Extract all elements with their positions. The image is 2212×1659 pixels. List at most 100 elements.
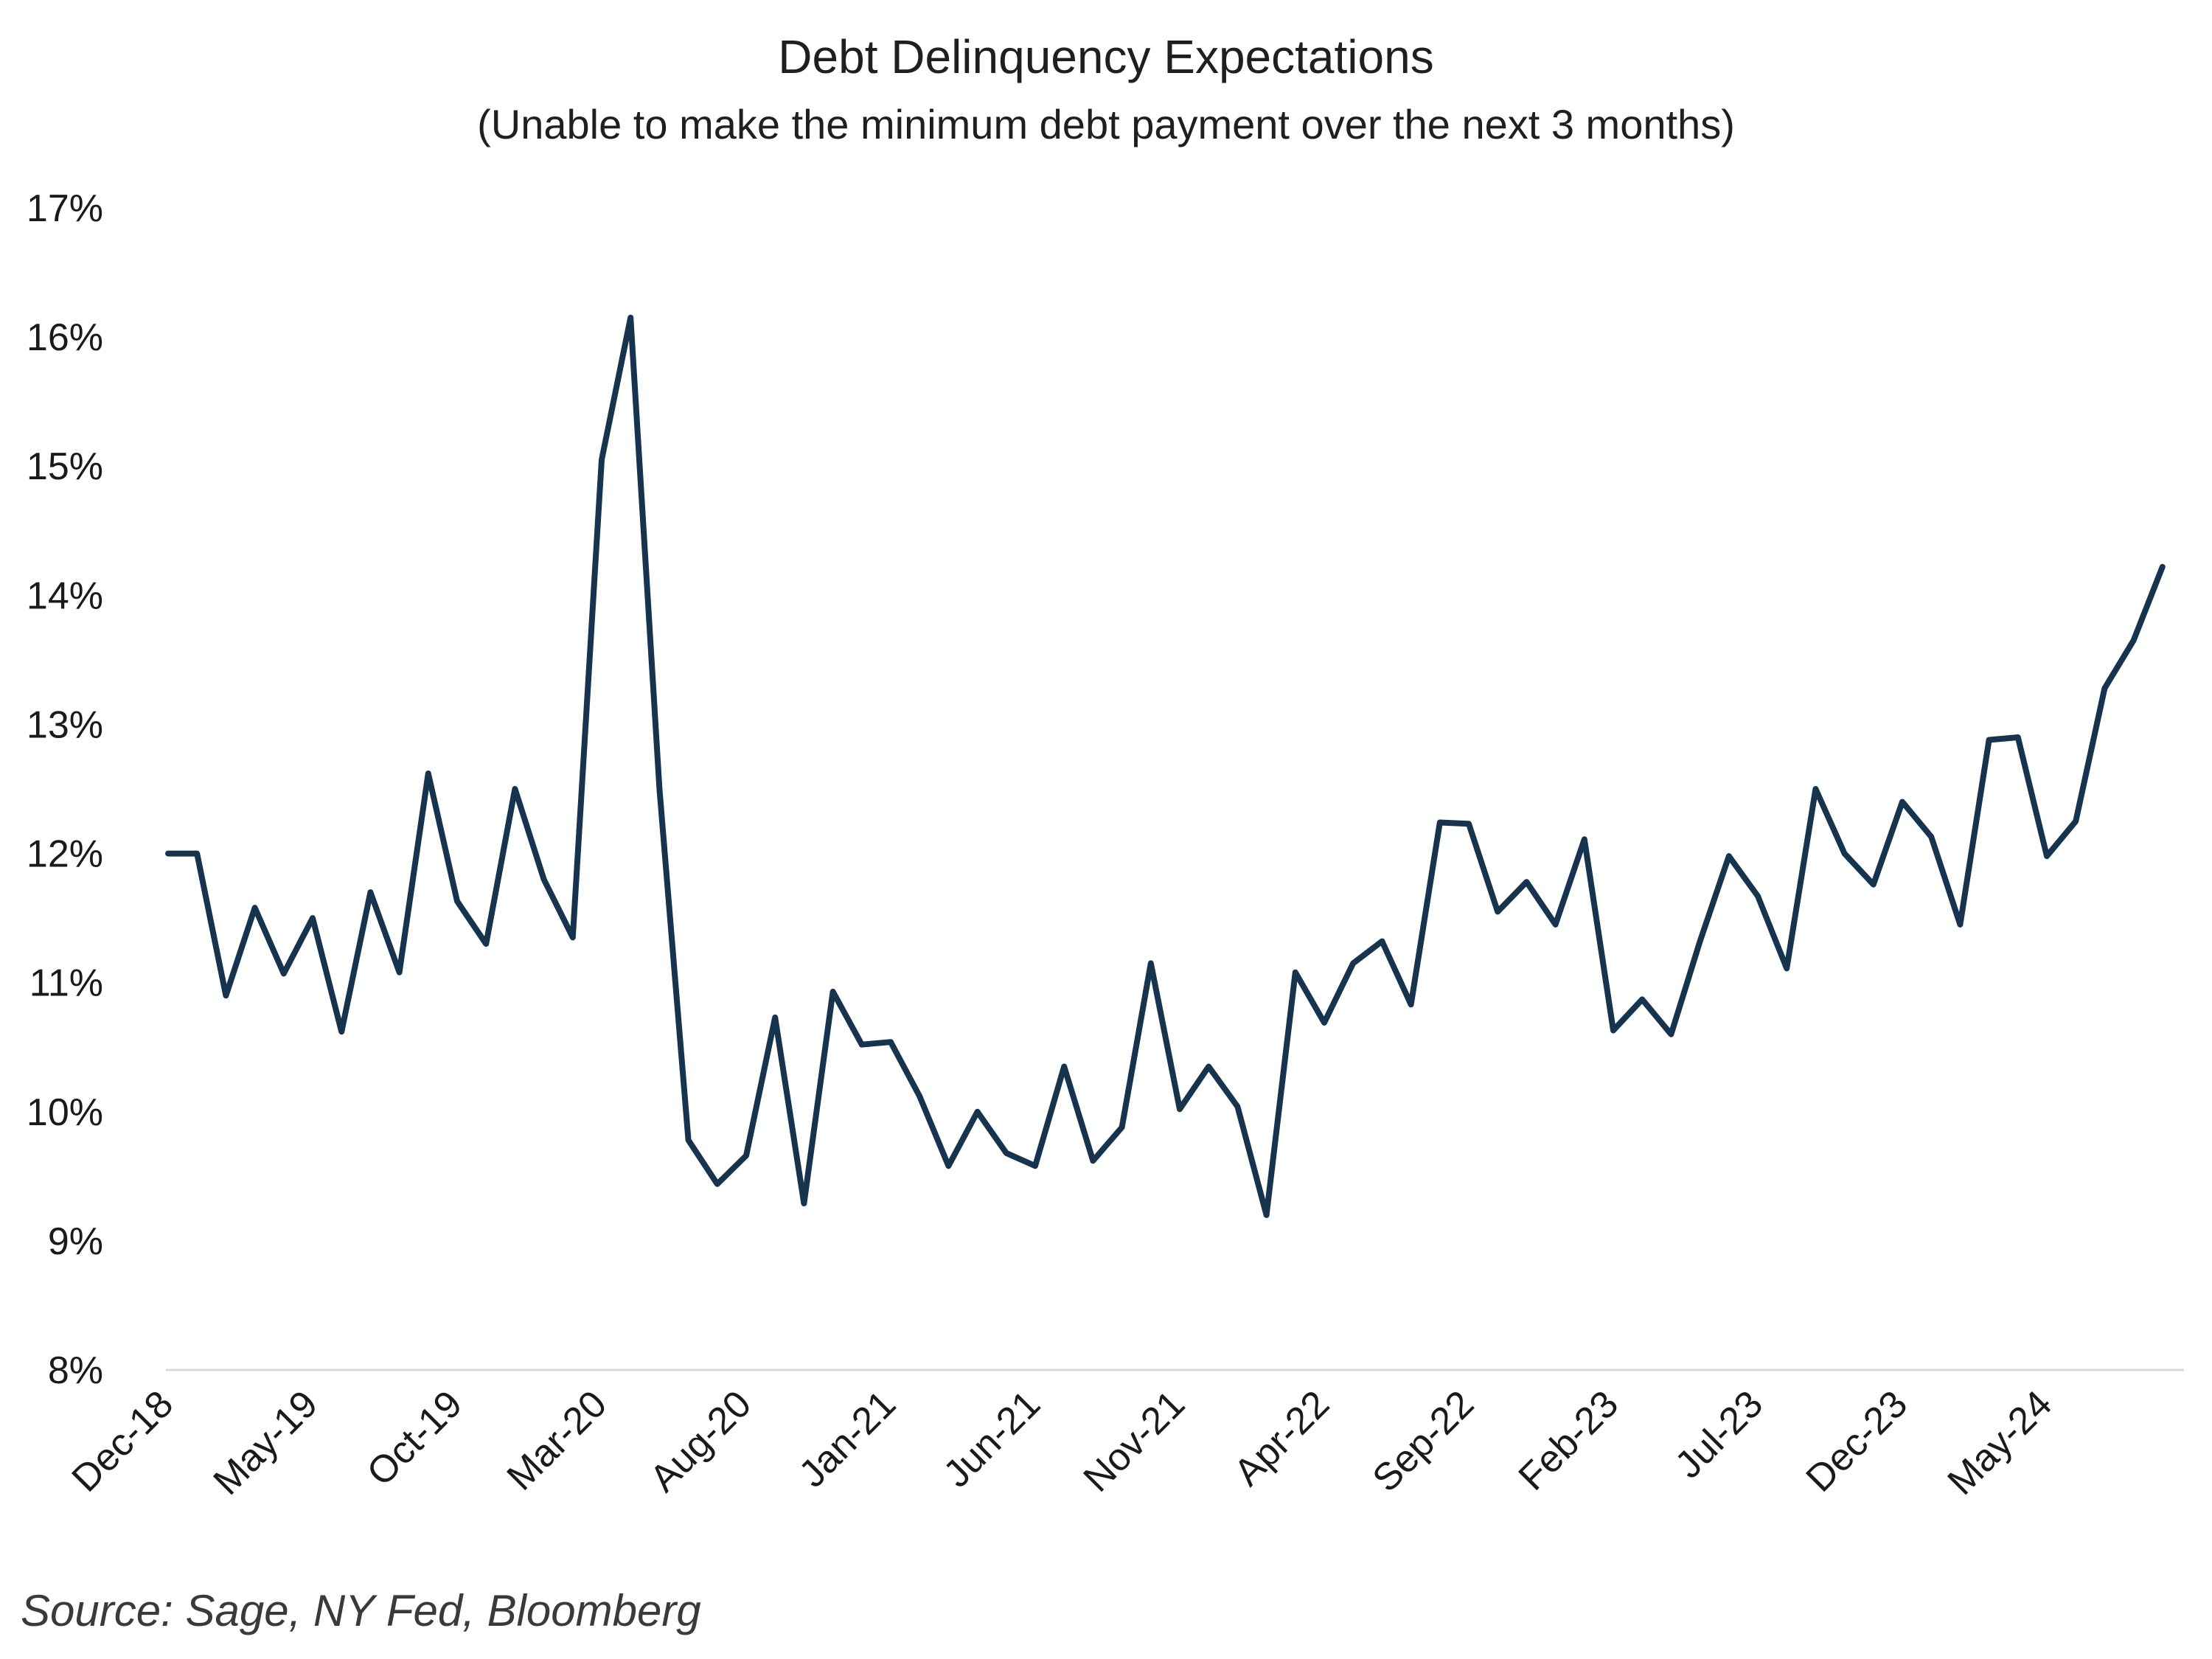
x-tick-label: Apr-22: [1226, 1382, 1338, 1494]
data-point: [1553, 922, 1559, 928]
x-axis: Dec-18 May-19 Oct-19 Mar-20 Aug-20 Jan-21 Jun-…: [64, 1382, 2061, 1503]
y-tick-label: 17%: [27, 187, 103, 230]
data-point: [1582, 836, 1587, 842]
x-tick-label: Mar-20: [499, 1382, 615, 1498]
y-tick-label: 16%: [27, 316, 103, 359]
data-point: [1523, 879, 1529, 885]
data-point: [1379, 939, 1385, 945]
y-tick-label: 9%: [48, 1220, 103, 1263]
data-point: [627, 315, 633, 321]
data-point: [1090, 1158, 1096, 1164]
data-point: [1755, 893, 1761, 899]
data-point: [1495, 908, 1500, 914]
x-tick-label: Aug-20: [642, 1382, 760, 1500]
data-point: [165, 851, 171, 857]
y-axis: 8% 9% 10% 11% 12% 13% 14% 15% 16% 17%: [27, 187, 103, 1392]
data-point: [1812, 786, 1818, 792]
data-point: [1177, 1106, 1183, 1112]
data-point: [1899, 799, 1905, 805]
data-point: [2131, 638, 2137, 644]
y-tick-label: 11%: [29, 962, 103, 1005]
chart-title: Debt Delinquency Expectations: [778, 30, 1434, 83]
data-point: [1206, 1064, 1211, 1070]
data-point: [425, 771, 431, 776]
chart-subtitle: (Unable to make the minimum debt payment…: [477, 101, 1735, 147]
data-point: [686, 1137, 692, 1143]
data-point: [1466, 821, 1472, 827]
data-point: [1148, 960, 1154, 966]
data-point: [1437, 820, 1443, 826]
data-points: [165, 315, 2166, 1218]
data-point: [570, 934, 576, 940]
data-point: [1264, 1212, 1270, 1218]
data-point: [2101, 685, 2107, 691]
data-point: [310, 915, 316, 921]
data-point: [512, 786, 518, 792]
data-point: [1726, 853, 1732, 859]
series-line-delinquency: [165, 314, 2166, 1218]
data-point: [1234, 1104, 1240, 1110]
data-point: [1350, 960, 1356, 966]
y-tick-label: 10%: [27, 1091, 103, 1134]
data-point: [1871, 882, 1877, 888]
chart-source: Source: Sage, NY Fed, Bloomberg: [21, 1586, 701, 1635]
data-point: [367, 889, 373, 895]
data-point: [1119, 1124, 1125, 1130]
data-point: [483, 941, 489, 947]
data-point: [1842, 851, 1848, 857]
data-point: [1986, 737, 1992, 743]
x-tick-label: May-24: [1940, 1382, 2061, 1503]
data-point: [1784, 965, 1790, 971]
y-tick-label: 8%: [48, 1349, 103, 1392]
data-point: [1408, 1001, 1414, 1007]
data-point: [2015, 734, 2021, 740]
y-tick-label: 13%: [27, 703, 103, 746]
y-tick-label: 14%: [27, 574, 103, 617]
data-point: [2044, 853, 2050, 859]
data-point: [1928, 834, 1934, 840]
y-tick-label: 15%: [27, 445, 103, 488]
data-point: [194, 851, 200, 857]
data-point: [714, 1181, 720, 1187]
data-point: [397, 970, 403, 975]
data-point: [772, 1015, 778, 1020]
x-tick-label: Nov-21: [1076, 1382, 1194, 1500]
data-point: [743, 1152, 749, 1158]
data-point: [338, 1029, 344, 1034]
data-point: [1639, 996, 1645, 1002]
data-point: [830, 989, 836, 995]
data-point: [223, 992, 229, 998]
data-point: [1004, 1150, 1009, 1156]
data-point: [917, 1093, 922, 1099]
data-point: [859, 1042, 865, 1048]
data-point: [945, 1163, 951, 1169]
data-point: [1321, 1020, 1327, 1026]
x-tick-label: Jul-23: [1667, 1382, 1771, 1486]
data-point: [888, 1039, 894, 1045]
data-point: [801, 1200, 807, 1206]
data-point: [2073, 818, 2079, 824]
data-point: [2160, 564, 2166, 570]
data-point: [454, 898, 460, 904]
x-tick-label: May-19: [206, 1382, 327, 1503]
data-point: [1957, 922, 1963, 928]
x-tick-label: Jun-21: [936, 1382, 1048, 1495]
x-tick-label: Dec-23: [1798, 1382, 1916, 1500]
x-tick-label: Jan-21: [791, 1382, 904, 1495]
data-point: [656, 786, 662, 792]
data-point: [599, 457, 605, 463]
data-point: [1668, 1032, 1674, 1037]
data-point: [281, 970, 287, 976]
data-point: [1061, 1064, 1067, 1070]
data-point: [541, 877, 547, 883]
data-point: [252, 905, 258, 911]
data-point: [975, 1109, 981, 1115]
data-point: [1032, 1163, 1038, 1169]
data-point: [1610, 1028, 1616, 1034]
x-tick-label: Oct-19: [359, 1382, 470, 1494]
x-tick-label: Sep-22: [1365, 1382, 1483, 1500]
y-tick-label: 12%: [27, 833, 103, 876]
data-point: [1293, 970, 1298, 975]
